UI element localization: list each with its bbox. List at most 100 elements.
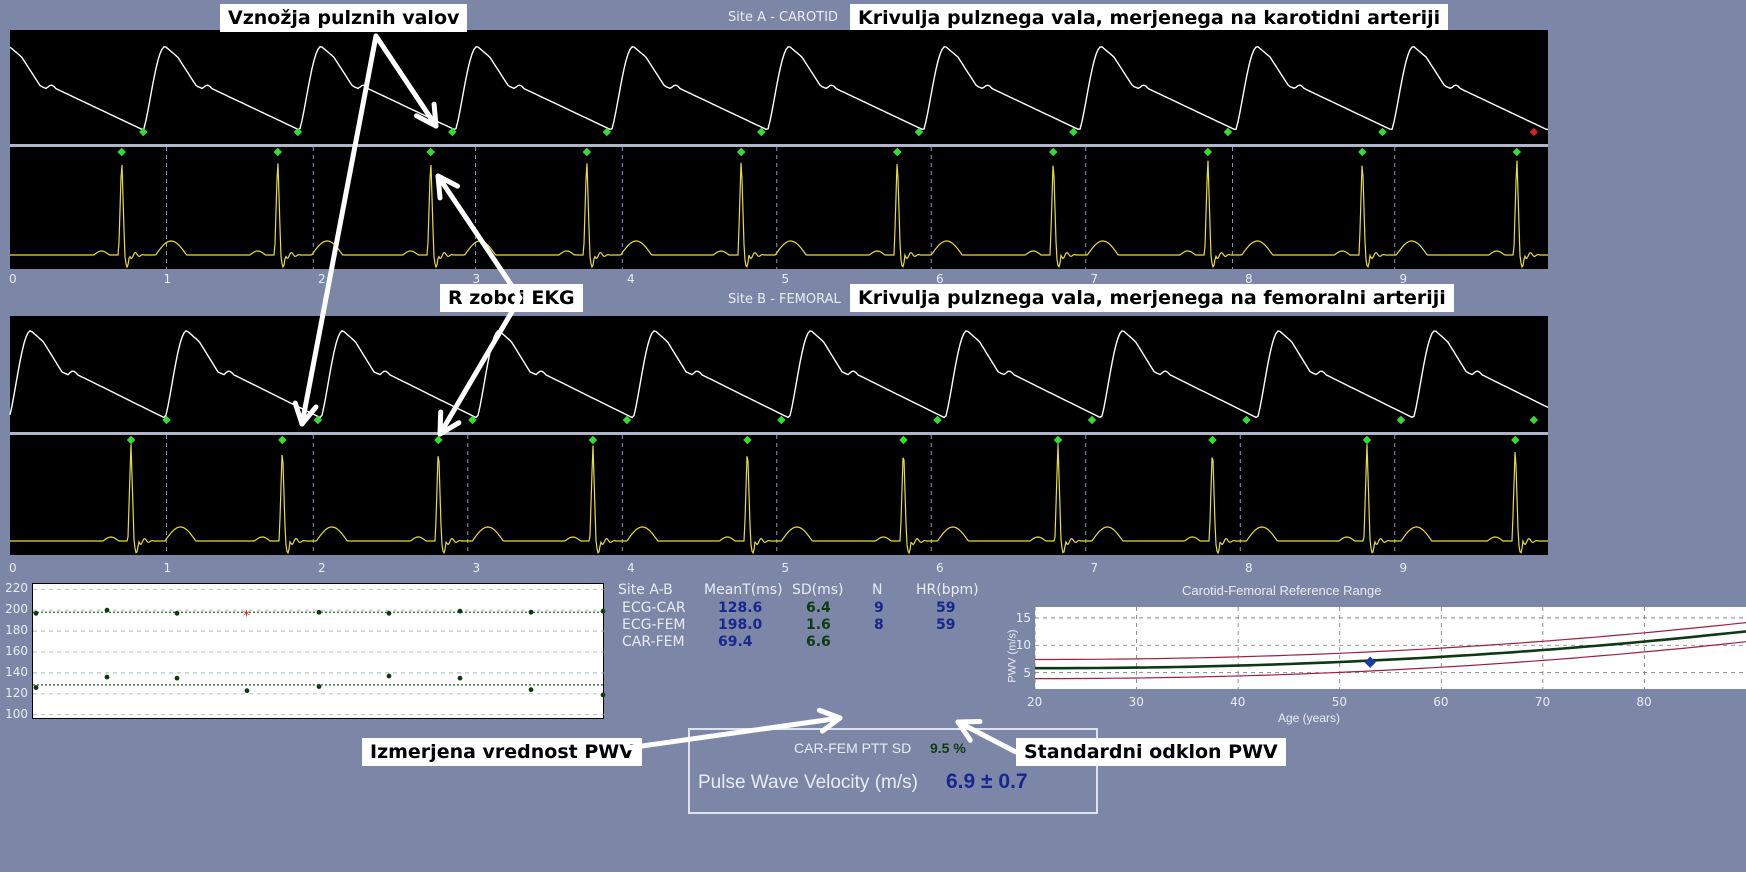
r-peak-marker <box>893 147 902 157</box>
carotid-ecg-panel <box>10 147 1548 269</box>
ecg-fem-point <box>386 610 392 616</box>
r-peak-marker <box>1358 147 1367 157</box>
foot-marker <box>1396 415 1406 425</box>
r-peak-marker <box>1208 435 1217 445</box>
r-peak-marker <box>1203 147 1213 157</box>
ecg-car-point <box>174 675 180 681</box>
time-tick-label: 4 <box>627 561 635 575</box>
ptt-sd-label: CAR-FEM PTT SD <box>794 740 912 756</box>
r-peak-marker <box>743 435 752 445</box>
pulse-wave-line <box>9 329 1549 419</box>
measured-pwv-callout: Izmerjena vrednost PWV <box>362 738 642 766</box>
ecg-car-point <box>457 675 463 681</box>
reference-chart <box>1034 607 1746 689</box>
ecg-fem-point <box>316 609 322 615</box>
scatter-y-tick: 100 <box>5 706 28 721</box>
ecg-fem-point <box>174 610 180 616</box>
r-peak-marker <box>582 147 591 157</box>
site-b-callout: Krivulja pulznega vala, merjenega na fem… <box>850 284 1454 312</box>
r-peak-marker <box>434 435 443 445</box>
foot-marker <box>1087 415 1097 425</box>
ecg-car-point <box>528 687 534 693</box>
scatter-y-tick: 220 <box>5 581 28 596</box>
time-tick-label: 2 <box>318 272 326 286</box>
pulse-wave-line <box>9 46 1549 131</box>
foot-marker <box>293 127 303 137</box>
carotid-pulse-trace <box>9 46 1549 137</box>
ecg-fem-point <box>457 608 463 614</box>
time-tick-label: 2 <box>318 561 326 575</box>
ecg-car-point <box>600 692 606 698</box>
time-tick-label: 1 <box>163 272 172 286</box>
r-peak-marker <box>126 435 136 445</box>
ref-y-tick: 10 <box>1015 638 1031 653</box>
r-peak-marker <box>278 435 287 445</box>
foot-callout: Vznožja pulznih valov <box>220 4 468 32</box>
time-tick-label: 0 <box>9 272 17 286</box>
femoral-pulse-panel <box>9 316 1549 432</box>
stddev-pwv-callout: Standardni odklon PWV <box>1016 738 1286 766</box>
stats-cell-site: ECG-CAR <box>622 600 686 616</box>
foot-marker <box>1223 127 1233 137</box>
r-peak-marker <box>426 147 435 157</box>
pwv-label: Pulse Wave Velocity (m/s) <box>698 772 918 793</box>
carotid-ecg-trace <box>10 147 1548 269</box>
stats-cell-n: 9 <box>874 600 884 616</box>
ref-x-tick: 50 <box>1331 695 1347 709</box>
time-tick-label: 7 <box>1090 561 1099 575</box>
foot-marker <box>1242 415 1251 425</box>
time-tick-label: 6 <box>936 561 944 575</box>
foot-marker <box>1529 415 1539 425</box>
ecg-line <box>10 160 1548 269</box>
time-tick-label: 8 <box>1245 272 1253 286</box>
stats-header: Site A-B <box>618 582 673 598</box>
reference-title: Carotid-Femoral Reference Range <box>1182 583 1382 598</box>
scatter-y-tick: 160 <box>5 644 28 658</box>
carotid-pulse-panel <box>9 30 1549 144</box>
scatter-y-tick: 120 <box>5 685 28 700</box>
patient-pwv-marker <box>1364 656 1376 668</box>
stats-cell-sd: 1.6 <box>806 617 831 633</box>
ecg-car-point <box>244 688 250 694</box>
ecg-car-point <box>316 684 322 689</box>
femoral-ecg-panel <box>10 435 1548 555</box>
foot-marker <box>777 415 786 425</box>
time-tick-label: 0 <box>9 561 17 575</box>
time-tick-label: 1 <box>163 561 172 575</box>
ptt-sd-value: 9.5 % <box>930 740 966 756</box>
ref-y-tick: 5 <box>1023 665 1031 680</box>
ecg-fem-point <box>33 610 39 616</box>
ecg-fem-point <box>600 608 606 614</box>
panel-divider <box>10 144 1548 147</box>
ref-upper-band <box>1035 622 1746 661</box>
foot-marker <box>1529 127 1539 137</box>
r-peaks-callout: R zobci EKG <box>440 284 583 312</box>
foot-marker <box>448 127 457 137</box>
ref-mean-line <box>1035 630 1746 670</box>
panel-divider <box>10 432 1548 435</box>
foot-marker <box>622 415 632 425</box>
site-a-callout: Krivulja pulznega vala, merjenega na kar… <box>850 4 1449 32</box>
site-a-label: Site A - CAROTID <box>728 10 838 25</box>
stats-cell-mean: 69.4 <box>718 634 753 650</box>
pwv-value: 6.9 ± 0.7 <box>946 770 1028 793</box>
foot-marker <box>162 415 171 425</box>
femoral-ecg-trace <box>10 435 1548 555</box>
stats-cell-sd: 6.6 <box>806 634 831 650</box>
time-tick-label: 5 <box>781 561 790 575</box>
site-b-label: Site B - FEMORAL <box>728 292 841 307</box>
r-peak-marker <box>736 147 746 157</box>
r-peak-marker <box>1049 147 1058 157</box>
scatter-y-tick: 140 <box>5 664 28 679</box>
stats-header: MeanT(ms) <box>704 582 783 598</box>
ptt-scatter-plot: * <box>32 583 606 719</box>
ref-x-tick: 30 <box>1128 695 1144 709</box>
reference-xlabel: Age (years) <box>1278 711 1341 725</box>
time-tick-label: 9 <box>1399 272 1408 286</box>
r-peak-marker <box>273 147 282 157</box>
ref-x-tick: 20 <box>1027 695 1043 709</box>
stats-cell-site: CAR-FEM <box>622 634 685 650</box>
foot-marker <box>139 127 148 137</box>
time-tick-label: 8 <box>1245 561 1253 575</box>
femoral-pulse-trace <box>9 329 1549 425</box>
